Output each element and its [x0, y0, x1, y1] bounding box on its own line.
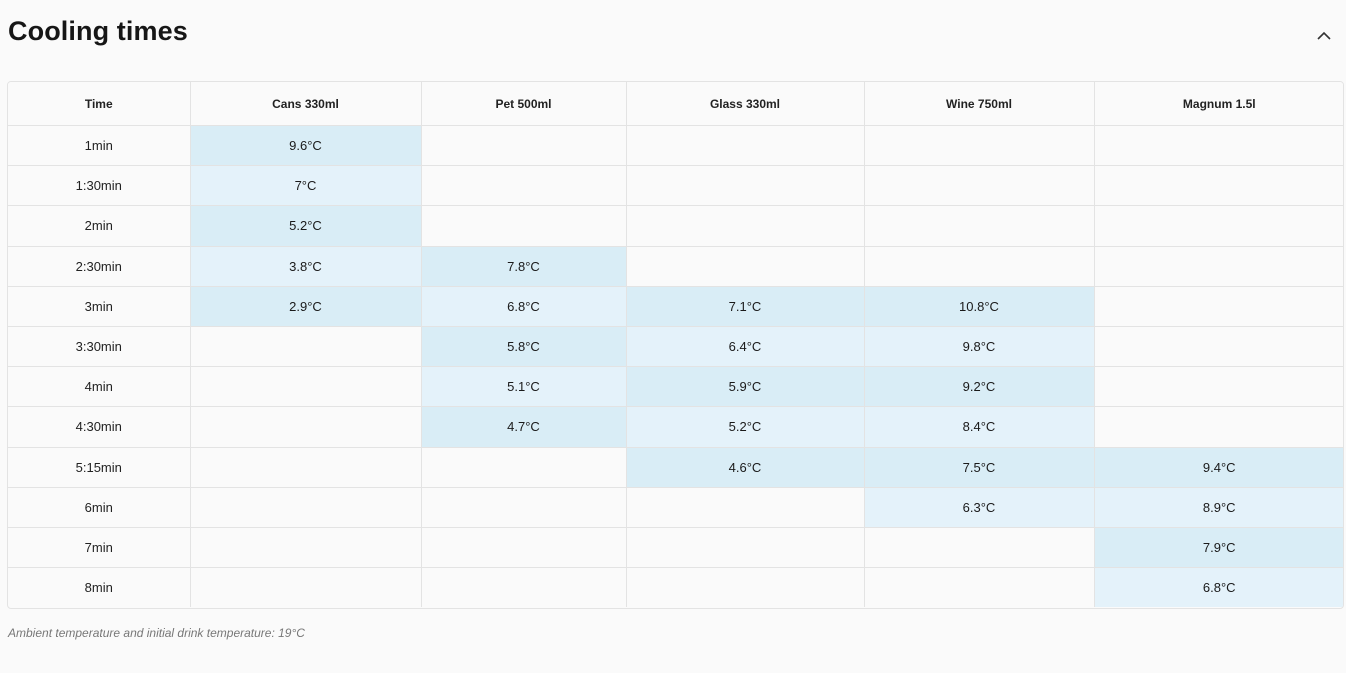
temperature-cell: [421, 447, 627, 488]
column-header-time: Time: [8, 82, 191, 126]
time-cell: 2:30min: [8, 246, 191, 287]
time-cell: 3:30min: [8, 326, 191, 368]
time-cell: 4:30min: [8, 406, 191, 448]
time-cell: 5:15min: [8, 447, 191, 488]
temperature-cell: 4.6°C: [626, 447, 865, 488]
table-row: 6min 6.3°C 8.9°C: [8, 487, 1343, 528]
temperature-cell: [190, 447, 422, 488]
time-cell: 8min: [8, 567, 191, 608]
temperature-cell: [864, 165, 1095, 207]
table-row: 1:30min 7°C: [8, 165, 1343, 207]
cooling-times-table-container: Time Cans 330ml Pet 500ml Glass 330ml Wi…: [7, 81, 1344, 609]
temperature-cell: 2.9°C: [190, 286, 422, 327]
temperature-cell: [864, 567, 1095, 608]
time-cell: 3min: [8, 286, 191, 327]
time-cell: 1min: [8, 125, 191, 167]
table-row: 2:30min 3.8°C 7.8°C: [8, 246, 1343, 287]
temperature-cell: [1094, 286, 1343, 327]
table-row: 7min 7.9°C: [8, 527, 1343, 569]
collapse-button[interactable]: [1312, 24, 1336, 46]
temperature-cell: 5.9°C: [626, 366, 865, 408]
temperature-cell: 10.8°C: [864, 286, 1095, 327]
temperature-cell: 7.9°C: [1094, 527, 1343, 569]
temperature-cell: 5.2°C: [626, 406, 865, 448]
temperature-cell: [190, 326, 422, 368]
temperature-cell: 7°C: [190, 165, 422, 207]
column-header-glass-330ml: Glass 330ml: [626, 82, 865, 126]
temperature-cell: [1094, 165, 1343, 207]
table-row: 3:30min 5.8°C 6.4°C 9.8°C: [8, 326, 1343, 368]
column-header-wine-750ml: Wine 750ml: [864, 82, 1095, 126]
temperature-cell: [864, 246, 1095, 287]
table-row: 4min 5.1°C 5.9°C 9.2°C: [8, 366, 1343, 408]
temperature-cell: 9.4°C: [1094, 447, 1343, 488]
table-row: 1min 9.6°C: [8, 125, 1343, 167]
temperature-cell: 6.8°C: [421, 286, 627, 327]
temperature-cell: 9.2°C: [864, 366, 1095, 408]
temperature-cell: [421, 527, 627, 569]
temperature-cell: [1094, 246, 1343, 287]
table-row: 3min 2.9°C 6.8°C 7.1°C 10.8°C: [8, 286, 1343, 327]
temperature-cell: [190, 527, 422, 569]
temperature-cell: 9.6°C: [190, 125, 422, 167]
temperature-cell: [626, 205, 865, 247]
temperature-cell: 7.1°C: [626, 286, 865, 327]
temperature-cell: [626, 125, 865, 167]
temperature-cell: [1094, 366, 1343, 408]
temperature-cell: [421, 125, 627, 167]
temperature-cell: [1094, 406, 1343, 448]
temperature-cell: [190, 406, 422, 448]
temperature-cell: [864, 125, 1095, 167]
cooling-times-table: Time Cans 330ml Pet 500ml Glass 330ml Wi…: [8, 82, 1343, 608]
temperature-cell: [421, 165, 627, 207]
temperature-cell: 7.8°C: [421, 246, 627, 287]
temperature-cell: [190, 567, 422, 608]
time-cell: 6min: [8, 487, 191, 528]
temperature-cell: [1094, 205, 1343, 247]
temperature-cell: 8.9°C: [1094, 487, 1343, 528]
temperature-cell: 5.1°C: [421, 366, 627, 408]
temperature-cell: [421, 487, 627, 528]
temperature-cell: [626, 487, 865, 528]
table-row: 8min 6.8°C: [8, 567, 1343, 608]
temperature-cell: 6.8°C: [1094, 567, 1343, 608]
temperature-cell: 4.7°C: [421, 406, 627, 448]
table-row: 5:15min 4.6°C 7.5°C 9.4°C: [8, 447, 1343, 488]
temperature-cell: 9.8°C: [864, 326, 1095, 368]
temperature-cell: [626, 165, 865, 207]
temperature-cell: 5.8°C: [421, 326, 627, 368]
temperature-cell: [190, 487, 422, 528]
table-row: 4:30min 4.7°C 5.2°C 8.4°C: [8, 406, 1343, 448]
temperature-cell: 6.4°C: [626, 326, 865, 368]
temperature-cell: 8.4°C: [864, 406, 1095, 448]
temperature-cell: [864, 205, 1095, 247]
section-header: Cooling times: [0, 0, 1346, 70]
time-cell: 4min: [8, 366, 191, 408]
table-row: 2min 5.2°C: [8, 205, 1343, 247]
column-header-magnum-1-5l: Magnum 1.5l: [1094, 82, 1343, 126]
temperature-cell: [421, 567, 627, 608]
time-cell: 1:30min: [8, 165, 191, 207]
temperature-cell: [421, 205, 627, 247]
temperature-cell: [190, 366, 422, 408]
chevron-up-icon: [1317, 31, 1331, 40]
table-header-row: Time Cans 330ml Pet 500ml Glass 330ml Wi…: [8, 82, 1343, 126]
ambient-temperature-note: Ambient temperature and initial drink te…: [8, 626, 305, 640]
temperature-cell: [1094, 125, 1343, 167]
temperature-cell: [626, 527, 865, 569]
temperature-cell: 3.8°C: [190, 246, 422, 287]
time-cell: 2min: [8, 205, 191, 247]
column-header-cans-330ml: Cans 330ml: [190, 82, 422, 126]
temperature-cell: [1094, 326, 1343, 368]
temperature-cell: 7.5°C: [864, 447, 1095, 488]
temperature-cell: [864, 527, 1095, 569]
temperature-cell: [626, 567, 865, 608]
temperature-cell: [626, 246, 865, 287]
page-title: Cooling times: [8, 16, 188, 46]
temperature-cell: 6.3°C: [864, 487, 1095, 528]
column-header-pet-500ml: Pet 500ml: [421, 82, 627, 126]
time-cell: 7min: [8, 527, 191, 569]
temperature-cell: 5.2°C: [190, 205, 422, 247]
